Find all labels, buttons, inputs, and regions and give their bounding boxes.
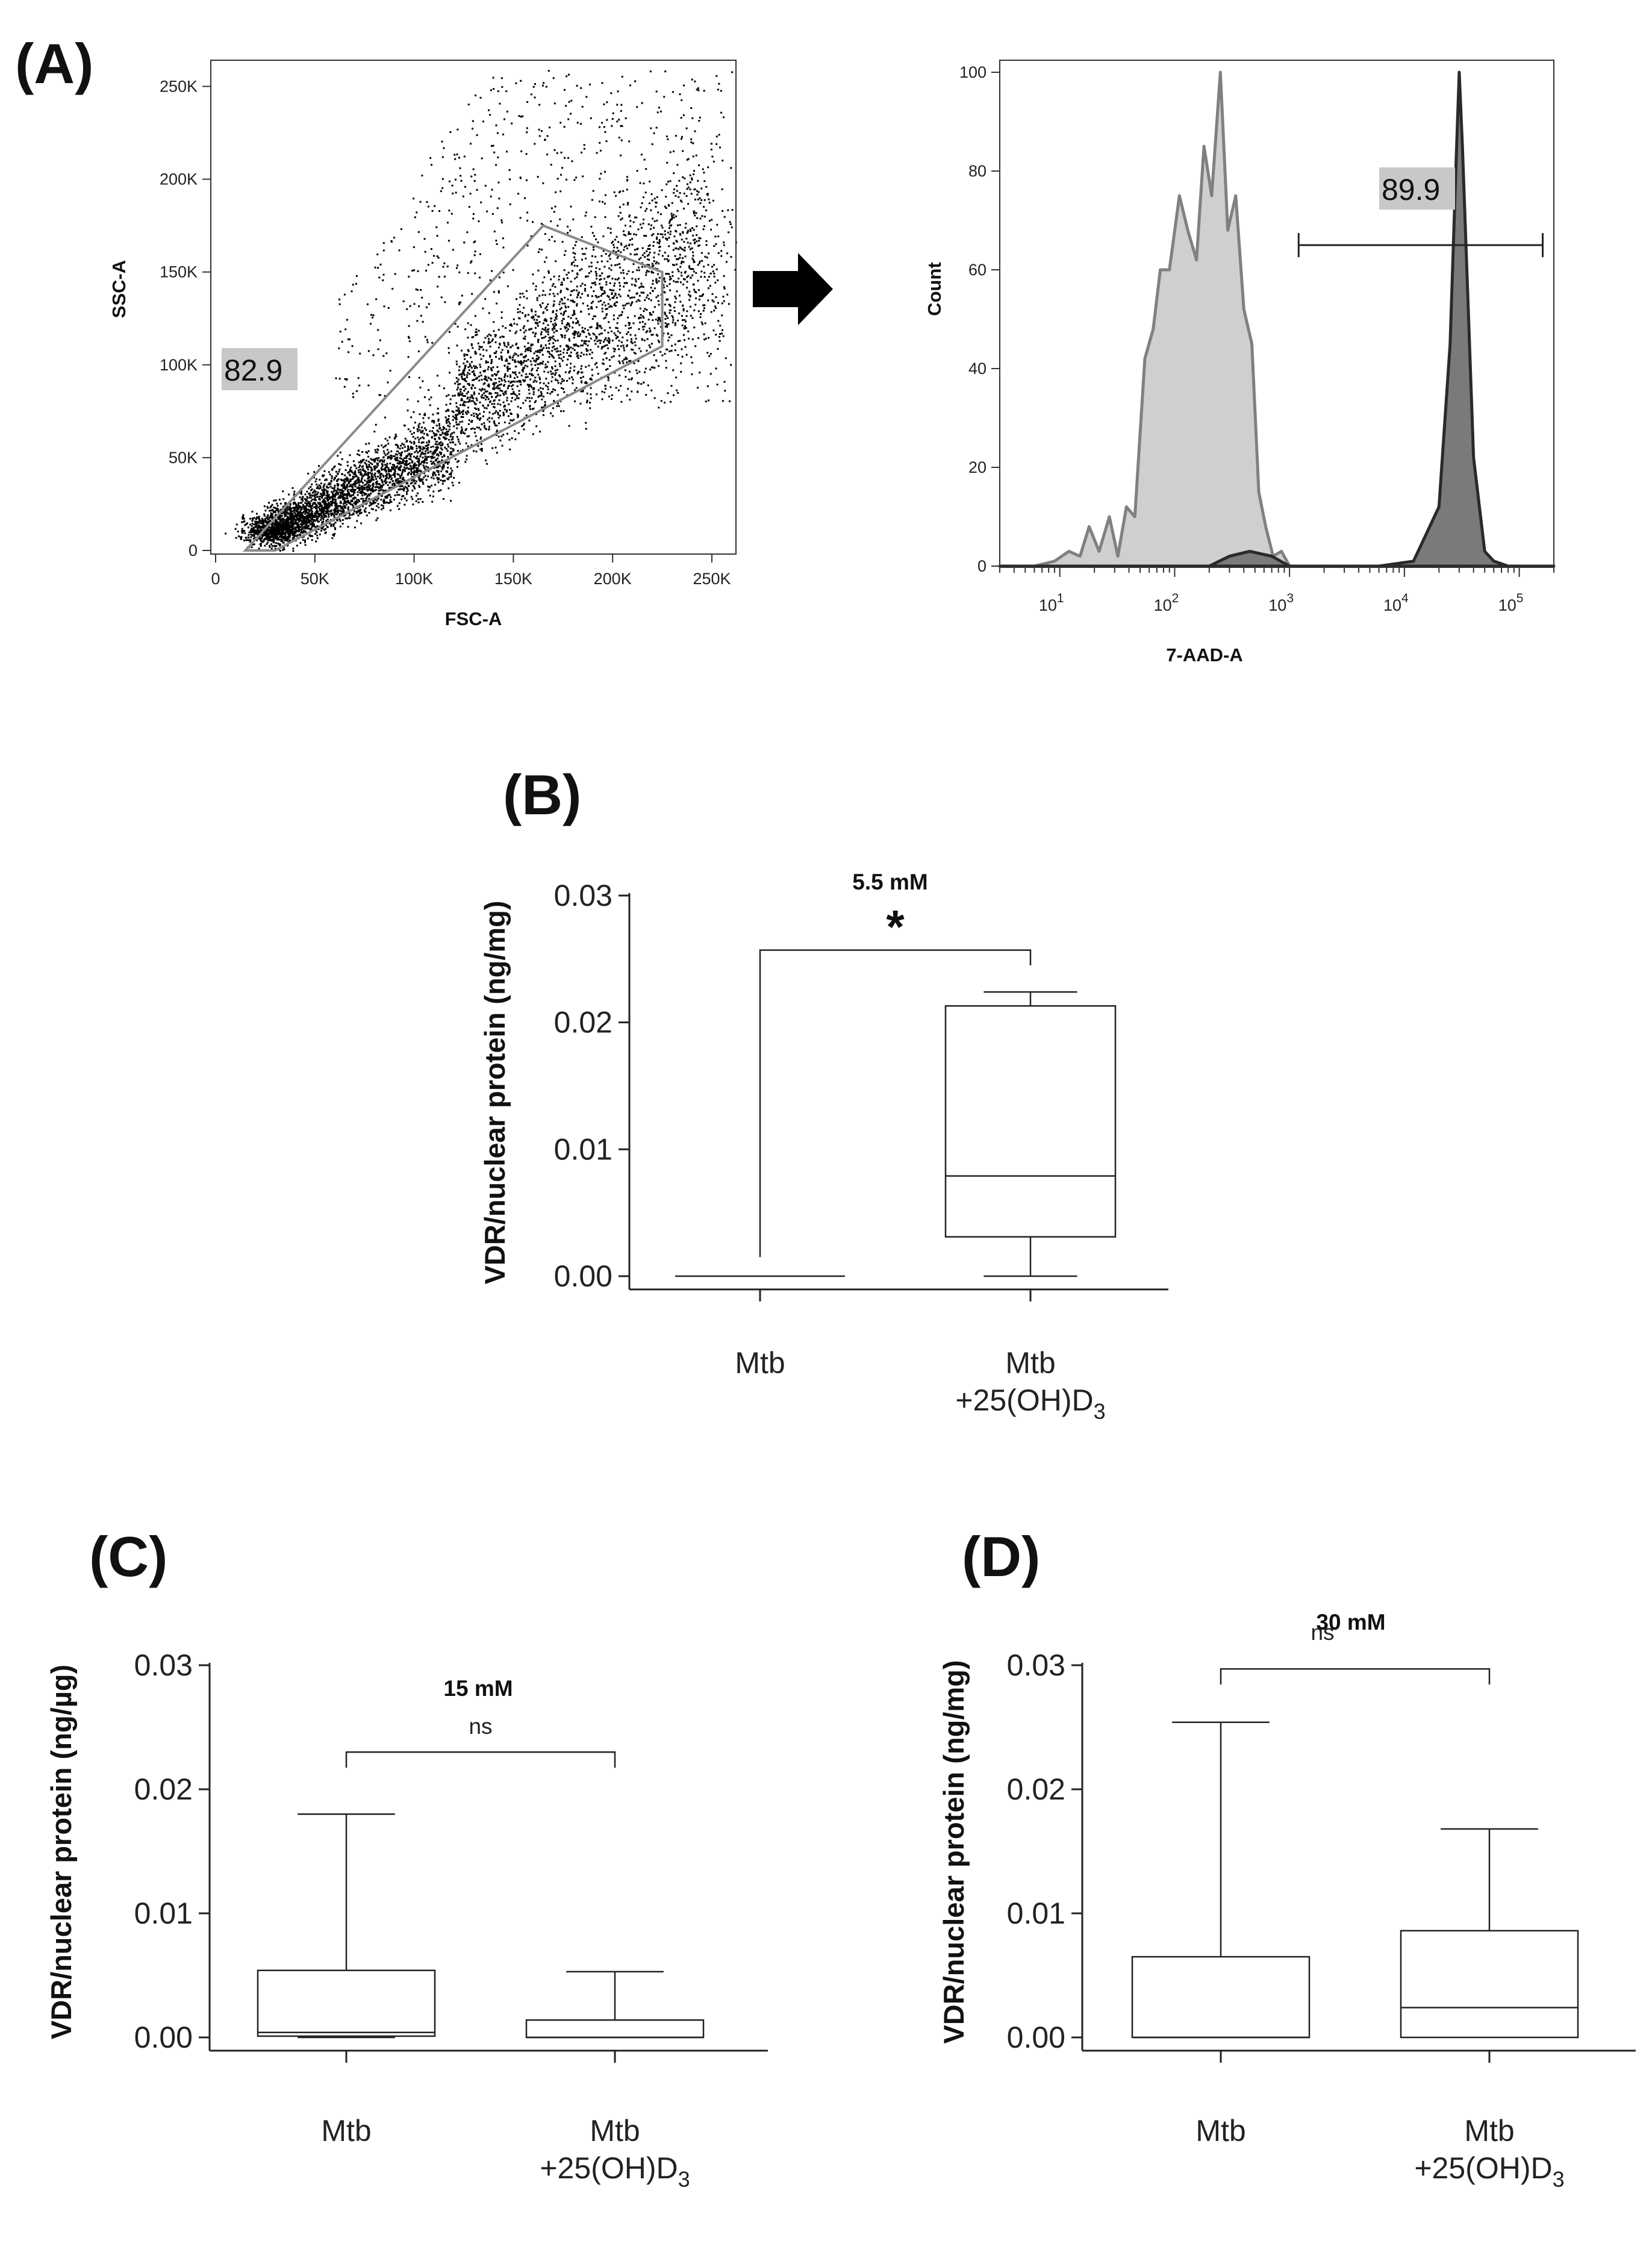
scatter-y-axis-label: SSC-A bbox=[108, 260, 129, 318]
y-tick-label: 0.01 bbox=[134, 1896, 193, 1930]
histogram-a: 101 102 103 104 105 0 20 40 60 80 100 89.9 7-AAD-… bbox=[924, 60, 1556, 665]
y-tick-label: 0.02 bbox=[1007, 1772, 1065, 1806]
histogram-x-axis-label: 7-AAD-A bbox=[1166, 644, 1242, 665]
box-iqr bbox=[257, 1969, 436, 2037]
category-label: Mtb bbox=[321, 2114, 371, 2148]
scatter-x-axis-label: FSC-A bbox=[445, 608, 502, 629]
histogram-control-curve bbox=[998, 70, 1556, 568]
y-tick-label: 0.01 bbox=[554, 1132, 612, 1166]
panel-letter-a: (A) bbox=[15, 32, 94, 95]
histogram-y-tick-label: 80 bbox=[968, 162, 987, 180]
histogram-x-tick-label: 102 bbox=[1154, 591, 1179, 614]
category-label: Mtb bbox=[1005, 1346, 1055, 1380]
histogram-x-tick-label: 103 bbox=[1268, 591, 1294, 614]
category-label-treatment: +25(OH)D3 bbox=[1414, 2151, 1564, 2192]
histogram-series bbox=[998, 70, 1556, 568]
scatter-gate-label-bg bbox=[222, 348, 298, 390]
scatter-y-tick-label: 150K bbox=[160, 263, 198, 281]
y-tick-label: 0.00 bbox=[554, 1259, 612, 1293]
histogram-y-tick-label: 60 bbox=[968, 261, 987, 279]
significance-bracket bbox=[759, 949, 1032, 1257]
histogram-x-ticks: 101 102 103 104 105 bbox=[999, 567, 1554, 614]
histogram-y-tick-label: 40 bbox=[968, 360, 987, 378]
histogram-y-tick-label: 100 bbox=[959, 63, 987, 81]
histogram-gate bbox=[1297, 233, 1544, 257]
scatter-y-tick-label: 50K bbox=[169, 449, 198, 467]
scatter-x-tick-label: 150K bbox=[494, 570, 532, 588]
significance-bracket bbox=[345, 1751, 616, 1768]
scatter-gate bbox=[242, 224, 664, 552]
y-tick-label: 0.00 bbox=[134, 2021, 193, 2054]
concentration-title: 5.5 mM bbox=[852, 870, 927, 894]
category-label: Mtb bbox=[1464, 2114, 1514, 2148]
category-label: Mtb bbox=[590, 2114, 640, 2148]
y-tick-label: 0.02 bbox=[134, 1772, 193, 1806]
scatter-event-dots bbox=[225, 70, 737, 552]
scatter-gate-percent: 82.9 bbox=[224, 354, 282, 387]
y-tick-label: 0.03 bbox=[134, 1648, 193, 1682]
histogram-stained-curve bbox=[998, 70, 1556, 568]
scatter-x-tick-label: 250K bbox=[693, 570, 731, 588]
significance-marker: * bbox=[886, 900, 905, 953]
scatter-x-tick-label: 0 bbox=[211, 570, 220, 588]
concentration-title: 30 mM bbox=[1316, 1610, 1385, 1635]
histogram-x-tick-label: 101 bbox=[1039, 591, 1064, 614]
panel-letter-d: (D) bbox=[962, 1525, 1041, 1588]
category-label: Mtb bbox=[1195, 2114, 1245, 2148]
box-plot-b: 0.00 0.01 0.02 0.03 VDR/nuclear protein (ng/… bbox=[479, 870, 1168, 1424]
histogram-y-tick-label: 20 bbox=[968, 458, 987, 476]
scatter-y-tick-label: 200K bbox=[160, 170, 198, 189]
scatter-x-tick-label: 100K bbox=[395, 570, 433, 588]
y-tick-label: 0.00 bbox=[1007, 2021, 1065, 2054]
scatter-x-ticks: 0 50K 100K 150K 200K 250K bbox=[211, 554, 731, 588]
scatter-y-tick-label: 0 bbox=[189, 541, 198, 559]
scatter-y-tick-label: 250K bbox=[160, 77, 198, 95]
panel-letter-b: (B) bbox=[503, 763, 582, 826]
box-plot-d: 0.00 0.01 0.02 0.03 VDR/nuclear protein (ng/… bbox=[938, 1610, 1636, 2192]
scatter-plot-a: 82.9 0 50K 100K 150K 200K 250K 0 50K 100K 150K 20… bbox=[108, 60, 737, 629]
box-iqr bbox=[944, 1005, 1117, 1238]
histogram-x-tick-label: 104 bbox=[1383, 591, 1409, 614]
concentration-title: 15 mM bbox=[443, 1676, 513, 1701]
box-iqr bbox=[1131, 1956, 1311, 2039]
y-axis-label: VDR/nuclear protein (ng/µg) bbox=[45, 1665, 77, 2039]
category-label: Mtb bbox=[735, 1346, 785, 1380]
scatter-y-ticks: 0 50K 100K 150K 200K 250K bbox=[160, 77, 211, 559]
significance-marker: ns bbox=[469, 1714, 492, 1739]
category-label-treatment: +25(OH)D3 bbox=[955, 1383, 1105, 1424]
y-tick-label: 0.01 bbox=[1007, 1896, 1065, 1930]
scatter-events bbox=[225, 70, 737, 552]
histogram-y-tick-label: 0 bbox=[977, 557, 987, 575]
scatter-y-tick-label: 100K bbox=[160, 356, 198, 374]
significance-marker: ns bbox=[1311, 1620, 1334, 1645]
category-label-treatment: +25(OH)D3 bbox=[540, 2151, 690, 2192]
box-iqr bbox=[525, 2019, 705, 2039]
histogram-y-ticks: 0 20 40 60 80 100 bbox=[959, 63, 1000, 575]
histogram-frame bbox=[999, 60, 1554, 568]
y-tick-label: 0.03 bbox=[554, 879, 612, 912]
histogram-gate-percent: 89.9 bbox=[1382, 173, 1440, 207]
y-tick-label: 0.02 bbox=[554, 1006, 612, 1039]
y-axis-label: VDR/nuclear protein (ng/mg) bbox=[938, 1660, 970, 2043]
scatter-frame bbox=[210, 60, 737, 555]
scatter-x-tick-label: 200K bbox=[594, 570, 632, 588]
box-plot-c: 0.00 0.01 0.02 0.03 VDR/nuclear protein (ng/… bbox=[45, 1648, 768, 2192]
histogram-gate-label-bg bbox=[1379, 167, 1455, 210]
scatter-x-tick-label: 50K bbox=[301, 570, 329, 588]
significance-bracket bbox=[1220, 1668, 1491, 1685]
panel-letter-c: (C) bbox=[89, 1525, 168, 1588]
box-iqr bbox=[1400, 1930, 1579, 2039]
histogram-x-tick-label: 105 bbox=[1498, 591, 1524, 614]
y-axis-label: VDR/nuclear protein (ng/mg) bbox=[479, 900, 511, 1284]
histogram-y-axis-label: Count bbox=[924, 262, 945, 316]
y-tick-label: 0.03 bbox=[1007, 1648, 1065, 1682]
right-arrow-icon bbox=[753, 253, 833, 325]
